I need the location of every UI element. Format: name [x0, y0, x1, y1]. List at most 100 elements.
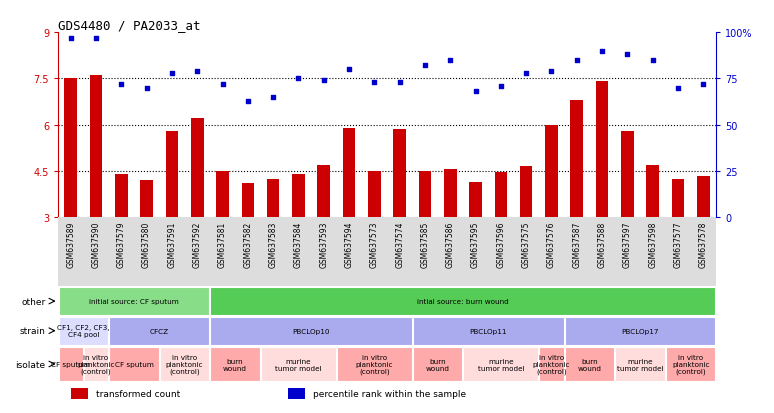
Text: GSM637583: GSM637583: [269, 221, 278, 267]
Text: PBCLOp10: PBCLOp10: [293, 328, 330, 334]
Point: [166, 70, 178, 77]
Point: [646, 57, 659, 64]
Text: in vitro
planktonic
(control): in vitro planktonic (control): [166, 354, 204, 374]
Point: [293, 76, 305, 83]
Bar: [666, 347, 715, 382]
Text: CF sputum: CF sputum: [115, 361, 153, 367]
Text: GSM637591: GSM637591: [167, 221, 176, 267]
Text: isolate: isolate: [15, 360, 46, 369]
Bar: [292, 175, 305, 218]
Bar: [565, 317, 715, 345]
Bar: [393, 130, 406, 218]
Point: [469, 89, 481, 95]
Text: other: other: [21, 297, 46, 306]
Point: [140, 85, 152, 92]
Bar: [495, 173, 507, 218]
Text: burn
wound: burn wound: [577, 358, 601, 370]
Bar: [211, 317, 412, 345]
Text: GSM637592: GSM637592: [193, 221, 202, 267]
Point: [672, 85, 684, 92]
Bar: [241, 184, 254, 218]
Text: GSM637585: GSM637585: [420, 221, 430, 267]
Bar: [539, 347, 563, 382]
Text: GDS4480 / PA2033_at: GDS4480 / PA2033_at: [58, 19, 200, 32]
Text: GSM637573: GSM637573: [370, 221, 378, 268]
Bar: [368, 171, 381, 218]
Text: in vitro
planktonic
(control): in vitro planktonic (control): [355, 354, 393, 374]
Bar: [413, 347, 462, 382]
Point: [596, 48, 608, 55]
Text: burn
wound: burn wound: [223, 358, 247, 370]
Text: PBCLOp17: PBCLOp17: [622, 328, 659, 334]
Bar: [166, 131, 178, 218]
Bar: [90, 76, 102, 218]
Text: strain: strain: [19, 326, 46, 335]
Text: CF1, CF2, CF3,
CF4 pool: CF1, CF2, CF3, CF4 pool: [57, 324, 110, 337]
Bar: [59, 347, 83, 382]
Text: in vitro
planktonic
(control): in vitro planktonic (control): [77, 354, 115, 374]
Bar: [570, 101, 583, 218]
Point: [419, 63, 431, 69]
Bar: [59, 287, 209, 315]
Bar: [211, 287, 715, 315]
Point: [90, 35, 102, 42]
Bar: [464, 347, 539, 382]
Text: murine
tumor model: murine tumor model: [617, 358, 663, 370]
Bar: [59, 317, 108, 345]
Text: transformed count: transformed count: [96, 389, 180, 398]
Text: GSM637597: GSM637597: [623, 221, 632, 268]
Bar: [261, 347, 336, 382]
Text: murine
tumor model: murine tumor model: [275, 358, 322, 370]
Bar: [109, 317, 210, 345]
Text: GSM637579: GSM637579: [117, 221, 126, 268]
Point: [622, 52, 634, 59]
Text: GSM637598: GSM637598: [648, 221, 657, 267]
Bar: [64, 79, 77, 218]
Text: GSM637590: GSM637590: [91, 221, 101, 268]
Point: [570, 57, 583, 64]
Bar: [317, 165, 330, 218]
Bar: [140, 181, 153, 218]
Text: in vitro
planktonic
(control): in vitro planktonic (control): [533, 354, 570, 374]
Text: in vitro
planktonic
(control): in vitro planktonic (control): [672, 354, 710, 374]
Point: [64, 35, 77, 42]
Text: GSM637582: GSM637582: [243, 221, 252, 267]
Bar: [191, 119, 204, 218]
Point: [393, 80, 406, 86]
Point: [267, 94, 279, 101]
Bar: [211, 347, 260, 382]
Bar: [109, 347, 159, 382]
Point: [115, 81, 128, 88]
Point: [444, 57, 457, 64]
Text: GSM637581: GSM637581: [218, 221, 227, 267]
Point: [241, 98, 254, 104]
Bar: [413, 317, 563, 345]
Text: burn
wound: burn wound: [426, 358, 450, 370]
Text: initial source: CF sputum: initial source: CF sputum: [89, 298, 179, 304]
Text: GSM637576: GSM637576: [547, 221, 556, 268]
Text: percentile rank within the sample: percentile rank within the sample: [313, 389, 467, 398]
Point: [217, 81, 229, 88]
Point: [520, 70, 533, 77]
Bar: [615, 347, 665, 382]
Bar: [84, 347, 108, 382]
Text: GSM637594: GSM637594: [344, 221, 354, 268]
Text: GSM637578: GSM637578: [699, 221, 707, 267]
Text: GSM637580: GSM637580: [142, 221, 151, 267]
Point: [495, 83, 507, 90]
Text: GSM637574: GSM637574: [396, 221, 404, 268]
Bar: [71, 388, 87, 399]
Bar: [343, 128, 355, 218]
Bar: [159, 347, 209, 382]
Text: GSM637589: GSM637589: [67, 221, 75, 267]
Text: GSM637588: GSM637588: [598, 221, 607, 267]
Point: [343, 66, 355, 73]
Bar: [697, 176, 710, 218]
Text: GSM637584: GSM637584: [294, 221, 303, 267]
Bar: [621, 131, 634, 218]
Point: [368, 80, 381, 86]
Bar: [520, 167, 533, 218]
Text: GSM637593: GSM637593: [319, 221, 328, 268]
Point: [317, 78, 330, 84]
Point: [697, 81, 710, 88]
